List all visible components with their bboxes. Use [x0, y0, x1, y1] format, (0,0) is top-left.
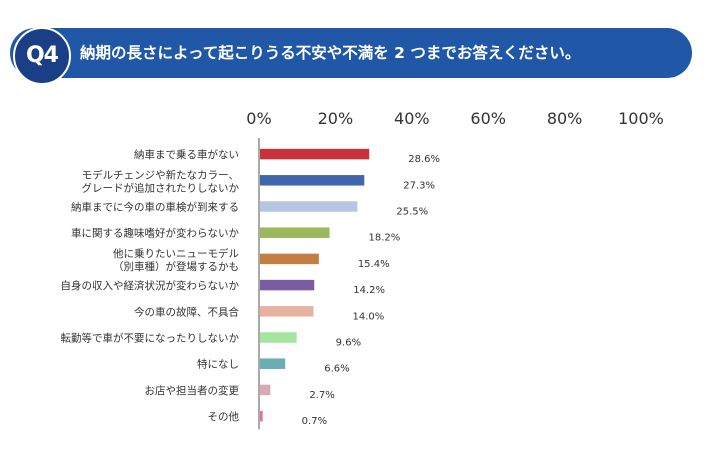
bar	[260, 306, 314, 317]
value-label: 9.6%	[336, 338, 361, 349]
question-number-badge: Q4	[13, 27, 71, 85]
category-label: お店や担当者の変更	[145, 384, 240, 397]
bar	[260, 227, 330, 238]
value-label: 27.3%	[403, 180, 435, 191]
x-tick-label: 40%	[394, 109, 430, 128]
question-banner	[10, 28, 692, 78]
value-label: 2.7%	[309, 390, 334, 401]
value-label: 28.6%	[408, 154, 440, 165]
bar	[260, 358, 286, 369]
category-label: 特になし	[197, 359, 239, 371]
category-label: 今の車の故障、不具合	[134, 305, 239, 318]
category-label: 車に関する趣味嗜好が変わらないか	[71, 227, 239, 240]
category-label: 納車まで乗る車がない	[134, 148, 239, 161]
category-label: 他に乗りたいニューモデル	[113, 247, 239, 260]
x-tick-label: 0%	[246, 109, 271, 128]
category-label: 自身の収入や経済状況が変わらないか	[61, 279, 240, 292]
bar	[260, 332, 297, 343]
value-label: 18.2%	[369, 233, 401, 244]
category-label: その他	[208, 410, 240, 423]
value-label: 6.6%	[324, 364, 349, 375]
category-label: モデルチェンジや新たなカラー、	[82, 168, 239, 181]
category-label: 納車までに今の車の車検が到来する	[71, 201, 239, 214]
bar	[260, 253, 319, 265]
question-text: 納期の長さによって起こりうる不安や不満を 2 つまでお答えください。	[80, 44, 581, 62]
x-tick-label: 80%	[547, 109, 583, 128]
x-tick-label: 20%	[318, 109, 354, 128]
value-label: 15.4%	[358, 259, 390, 270]
bar	[260, 384, 271, 396]
bar	[260, 279, 315, 291]
bar	[260, 201, 358, 212]
value-label: 0.7%	[302, 416, 327, 427]
x-tick-label: 60%	[470, 109, 506, 128]
value-label: 14.2%	[353, 285, 385, 296]
category-label: グレードが追加されたりしないか	[82, 181, 240, 194]
category-label: 転勤等で車が不要になったりしないか	[61, 332, 240, 345]
bar	[260, 175, 365, 186]
value-label: 14.0%	[352, 311, 384, 322]
x-tick-label: 100%	[618, 109, 664, 128]
value-label: 25.5%	[396, 207, 428, 218]
category-label: （別車種）が登場するかも	[113, 260, 239, 273]
bar	[260, 148, 370, 160]
bar	[260, 410, 263, 422]
